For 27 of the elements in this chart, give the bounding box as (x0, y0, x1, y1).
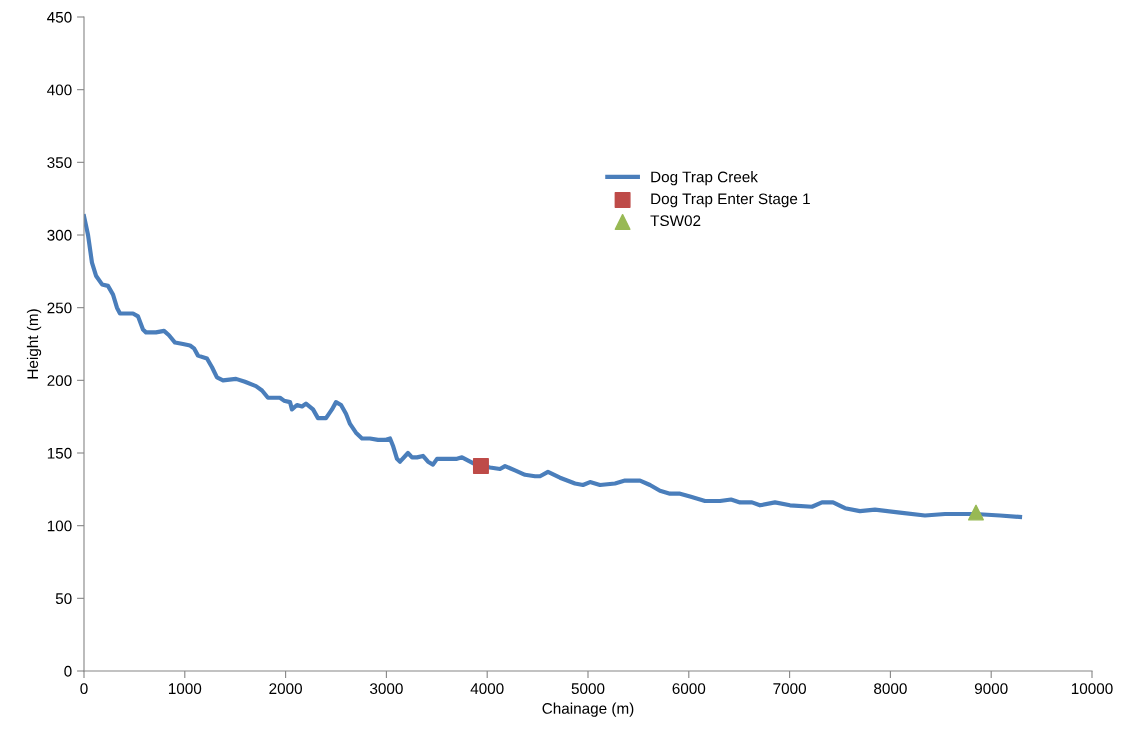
legend-label: TSW02 (650, 215, 701, 227)
legend-label: Dog Trap Creek (651, 171, 758, 186)
x-tick-label: 8000 (874, 683, 907, 695)
y-tick-label: 300 (47, 229, 72, 241)
x-tick-label: 2000 (269, 683, 302, 695)
x-tick-label: 10000 (1071, 683, 1113, 695)
y-tick-label: 200 (47, 375, 72, 387)
x-tick-label: 0 (80, 683, 88, 695)
x-tick-label: 5000 (571, 683, 605, 695)
x-tick-label: 3000 (369, 683, 403, 695)
y-tick-label: 150 (47, 447, 72, 459)
x-tick-label: 9000 (974, 683, 1008, 695)
y-tick-label: 250 (47, 302, 72, 314)
y-tick-label: 450 (47, 11, 72, 23)
y-axis-title: Height (m) (26, 309, 42, 379)
x-tick-label: 6000 (672, 683, 706, 695)
y-tick-label: 50 (55, 593, 72, 605)
legend-label: Dog Trap Enter Stage 1 (651, 193, 810, 208)
x-tick-label: 4000 (470, 683, 504, 695)
y-tick-label: 0 (64, 665, 72, 677)
y-tick-label: 350 (47, 157, 72, 169)
x-tick-label: 1000 (168, 683, 202, 695)
line-series (84, 214, 1023, 520)
y-tick-label: 100 (47, 520, 72, 532)
y-tick-label: 400 (47, 84, 72, 96)
x-axis-title: Chainage (m) (542, 702, 634, 717)
x-tick-label: 7000 (773, 683, 806, 695)
